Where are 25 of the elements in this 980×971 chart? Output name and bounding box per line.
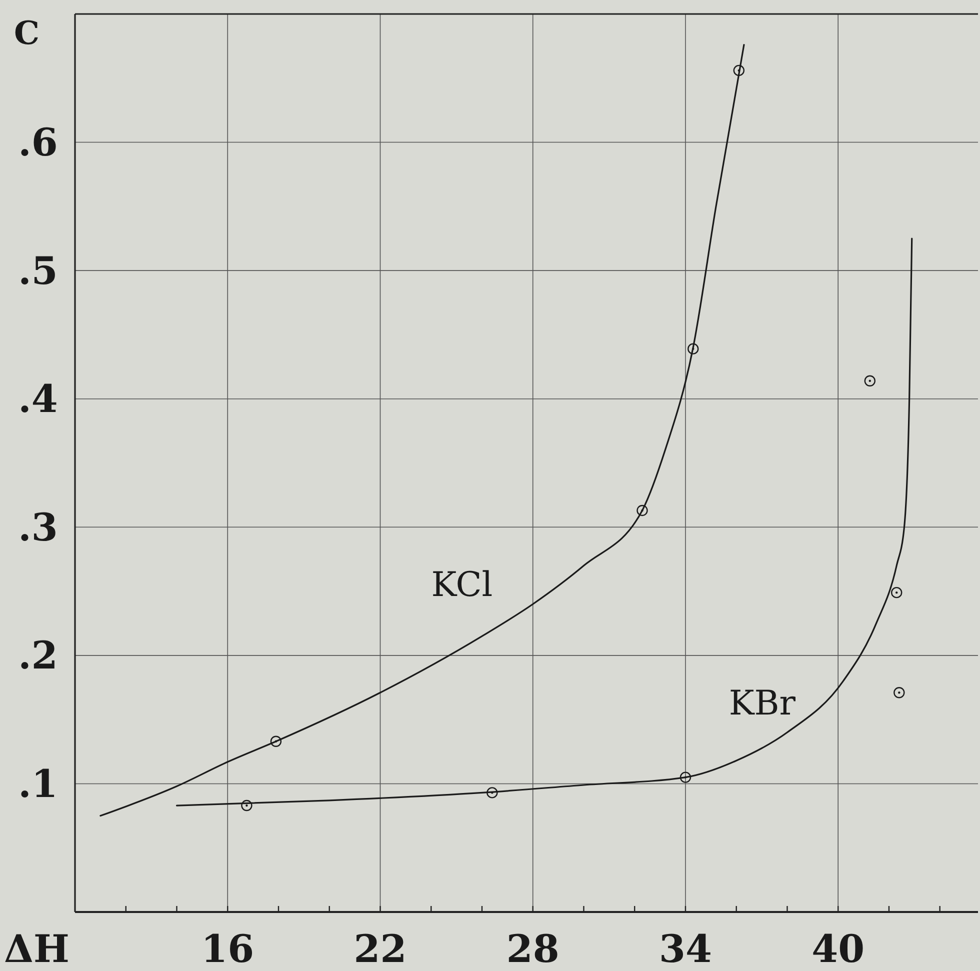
y-tick-label: .6 xyxy=(18,120,58,165)
x-tick-label: 16 xyxy=(201,926,254,971)
series-label: KBr xyxy=(728,683,796,724)
point xyxy=(486,787,498,798)
y-tick-label: .4 xyxy=(18,376,58,422)
y-axis-title: C xyxy=(14,14,40,52)
point xyxy=(270,736,282,747)
point xyxy=(864,375,876,386)
point xyxy=(733,64,744,76)
y-tick-label: .2 xyxy=(18,632,58,678)
y-tick-label: .5 xyxy=(18,248,58,293)
point xyxy=(636,504,648,516)
series-label: KCl xyxy=(431,565,493,606)
x-axis-title: ΔH xyxy=(4,926,70,971)
x-tick-label: 34 xyxy=(659,926,712,971)
point xyxy=(688,343,699,354)
point xyxy=(894,687,905,698)
point xyxy=(680,772,692,783)
y-tick-label: .1 xyxy=(18,761,58,806)
x-tick-label: 28 xyxy=(506,926,560,971)
x-tick-label: 40 xyxy=(812,926,865,971)
point xyxy=(891,586,902,598)
point xyxy=(241,800,252,812)
y-tick-label: .3 xyxy=(18,504,58,550)
x-tick-label: 22 xyxy=(354,926,407,971)
